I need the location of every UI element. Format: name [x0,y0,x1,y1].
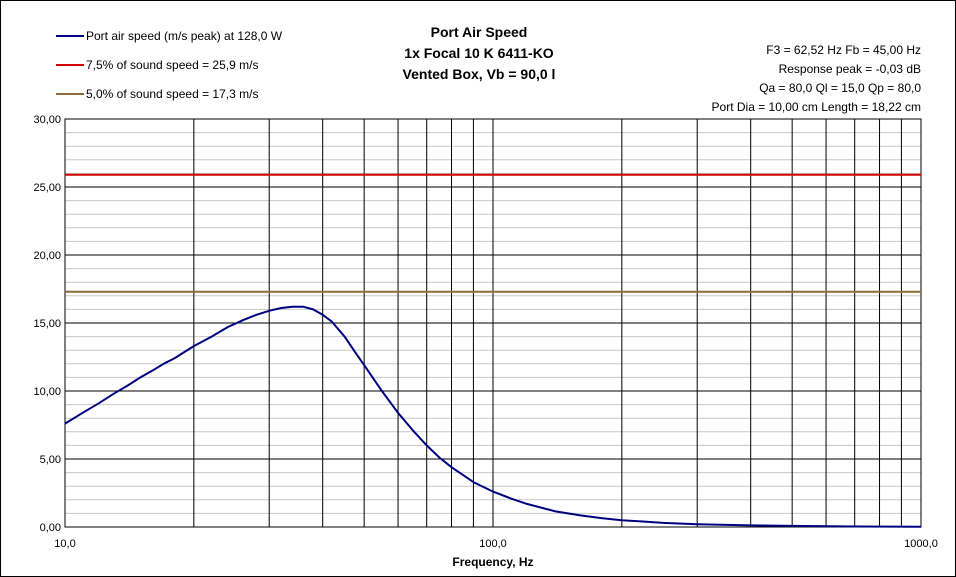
legend-label: 7,5% of sound speed = 25,9 m/s [86,58,258,72]
chart-title-line: 1x Focal 10 K 6411-KO [404,45,554,61]
y-tick-label: 25,00 [33,182,61,194]
x-tick-label: 10,0 [54,538,75,550]
chart-title-line: Port Air Speed [431,24,528,40]
chart-title-line: Vented Box, Vb = 90,0 l [403,66,556,82]
plot-area [64,118,922,528]
legend-label: 5,0% of sound speed = 17,3 m/s [86,87,258,101]
y-tick-label: 10,00 [33,386,61,398]
info-line: F3 = 62,52 Hz Fb = 45,00 Hz [766,43,921,57]
y-tick-label: 5,00 [40,454,61,466]
info-line: Response peak = -0,03 dB [779,62,921,76]
x-tick-label: 1000,0 [904,538,938,550]
y-tick-label: 0,00 [40,522,61,534]
x-axis-label: Frequency, Hz [452,555,533,569]
legend-label: Port air speed (m/s peak) at 128,0 W [86,29,283,43]
y-tick-label: 20,00 [33,250,61,262]
info-line: Port Dia = 10,00 cm Length = 18,22 cm [712,100,921,114]
info-line: Qa = 80,0 Ql = 15,0 Qp = 80,0 [759,81,921,95]
x-tick-label: 100,0 [479,538,507,550]
series-line-0 [64,305,922,528]
y-tick-label: 15,00 [33,318,61,330]
y-tick-label: 30,00 [33,114,61,126]
